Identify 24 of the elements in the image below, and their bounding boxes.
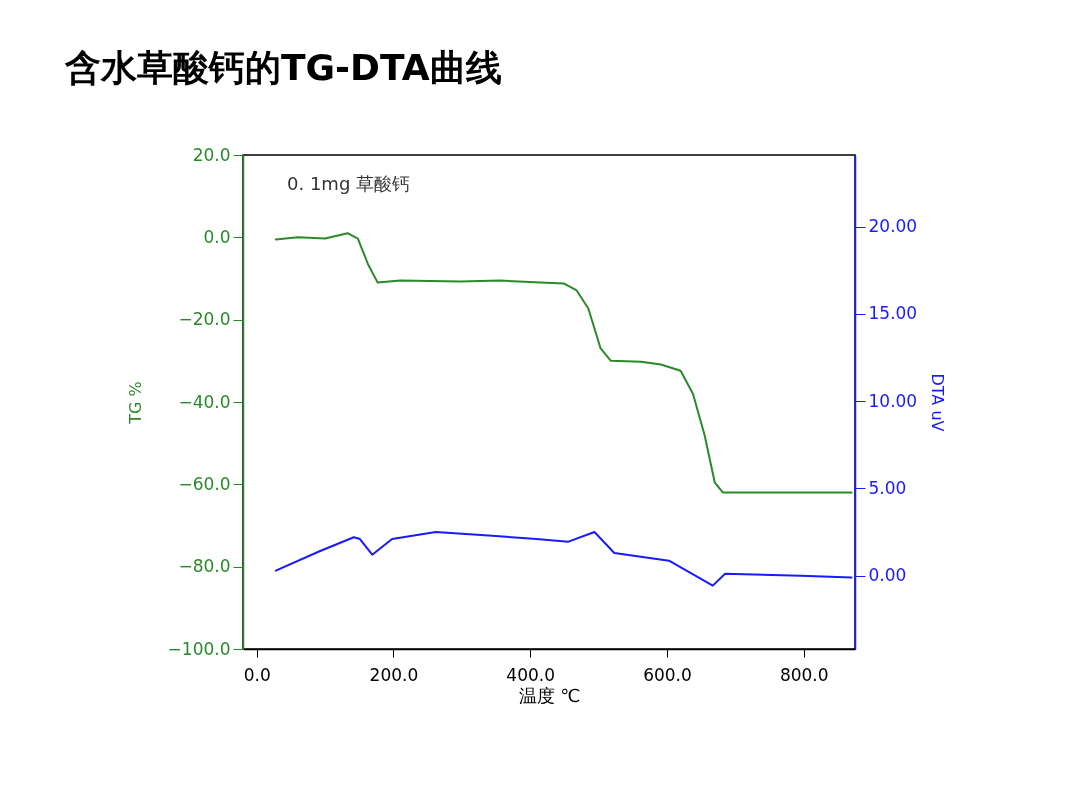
y2-tick-label: 0.00 <box>868 565 907 586</box>
line-series <box>274 531 853 587</box>
y-tick-label: −80.0 <box>178 556 231 577</box>
y-tick-label: −60.0 <box>178 473 231 494</box>
x-tick-label: 200.0 <box>369 664 419 685</box>
x-tick-label: 800.0 <box>779 664 829 685</box>
x-tick-label: 400.0 <box>506 664 556 685</box>
x-tick-label: 600.0 <box>643 664 692 685</box>
y2-tick-label: 15.00 <box>868 303 918 324</box>
x-tick-label: 0.0 <box>243 664 271 685</box>
line-series <box>274 232 853 494</box>
y-tick-label: 20.0 <box>192 144 231 165</box>
y-tick-label: −20.0 <box>178 309 231 330</box>
y-tick-label: 0.0 <box>203 226 231 247</box>
y2-tick-label: 10.00 <box>868 390 918 411</box>
y-tick-label: −40.0 <box>178 391 231 412</box>
y2-axis-title: DTA uV <box>928 373 948 432</box>
annotation: 0. 1mg 草酸钙 <box>287 173 411 194</box>
y2-tick-label: 5.00 <box>868 477 907 498</box>
x-axis-title: 温度 ℃ <box>518 684 581 706</box>
chart-title: 含水草酸钙的TG-DTA曲线 <box>65 46 502 90</box>
y-tick-label: −100.0 <box>167 638 231 659</box>
y-axis-title: TG % <box>125 381 145 425</box>
y2-tick-label: 20.00 <box>868 216 918 237</box>
